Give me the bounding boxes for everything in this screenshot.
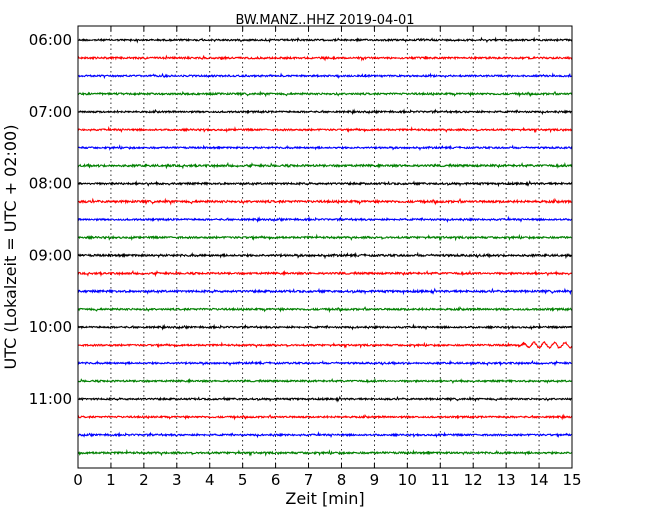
seismic-trace-0845 [77, 233, 573, 242]
x-tick-label: 10 [398, 471, 417, 489]
y-tick-label: 10:00 [29, 318, 72, 336]
x-ticks-layer: 0 1 2 3 4 5 6 7 8 9 10 11 12 13 14 15 [73, 26, 582, 489]
seismic-trace-1115 [77, 413, 573, 421]
seismic-trace-0745 [77, 161, 573, 170]
seismic-trace-0800 [77, 180, 573, 188]
traces-layer [77, 36, 573, 457]
seismic-trace-1145 [77, 448, 573, 457]
seismic-trace-0615 [77, 54, 573, 62]
seismic-trace-0815 [77, 197, 573, 206]
seismic-trace-0830 [77, 215, 573, 223]
seismic-trace-0900 [77, 251, 573, 260]
x-axis-label: Zeit [min] [285, 489, 364, 508]
y-tick-label: 11:00 [29, 390, 72, 408]
seismic-trace-1015 [77, 341, 573, 350]
x-tick-label: 2 [139, 471, 149, 489]
seismic-trace-0730 [78, 144, 573, 152]
x-tick-label: 14 [530, 471, 549, 489]
seismic-trace-1030 [77, 359, 573, 367]
seismic-trace-1130 [77, 430, 573, 439]
x-tick-label: 1 [106, 471, 116, 489]
x-tick-label: 13 [497, 471, 516, 489]
x-tick-label: 8 [337, 471, 347, 489]
seismic-trace-0715 [77, 125, 573, 134]
y-tick-label: 08:00 [29, 175, 72, 193]
grid-layer [110, 26, 540, 468]
seismic-trace-0630 [77, 72, 573, 80]
seismic-trace-0915 [77, 269, 573, 278]
seismic-trace-0600 [77, 36, 573, 44]
x-tick-label: 6 [271, 471, 281, 489]
x-tick-label: 4 [205, 471, 215, 489]
seismic-trace-0930 [77, 287, 573, 296]
y-tick-label: 07:00 [29, 103, 72, 121]
plot-frame [77, 25, 573, 469]
x-tick-label: 9 [370, 471, 380, 489]
x-tick-label: 15 [562, 471, 581, 489]
x-tick-label: 5 [238, 471, 248, 489]
x-tick-label: 11 [431, 471, 450, 489]
y-tick-label: 06:00 [29, 31, 72, 49]
seismic-trace-1000 [77, 323, 573, 331]
y-tick-label: 09:00 [29, 246, 72, 264]
seismic-trace-0645 [77, 90, 573, 98]
x-tick-label: 12 [464, 471, 483, 489]
x-tick-label: 7 [304, 471, 314, 489]
seismic-trace-1045 [77, 377, 573, 384]
chart-title: BW.MANZ..HHZ 2019-04-01 [235, 13, 414, 28]
x-tick-label: 0 [73, 471, 83, 489]
seismic-trace-1100 [77, 395, 573, 403]
x-tick-label: 3 [172, 471, 182, 489]
seismic-trace-0700 [77, 108, 573, 116]
seismic-trace-0945 [77, 305, 573, 314]
y-ticks-layer: 06:00 07:00 08:00 09:00 10:00 11:00 [29, 31, 572, 408]
y-axis-label: UTC (Lokalzeit = UTC + 02:00) [1, 125, 20, 370]
